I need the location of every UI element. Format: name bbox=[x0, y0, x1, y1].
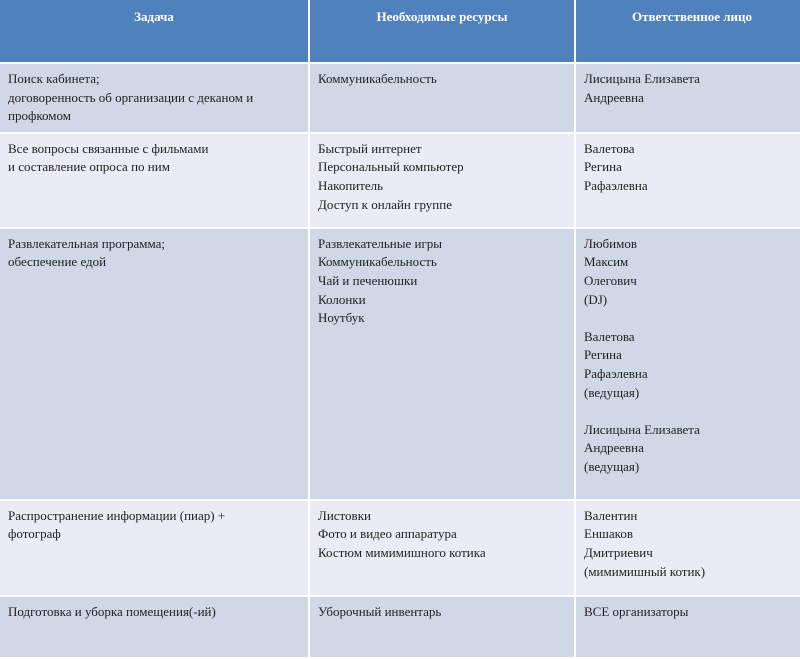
cell-line: и составление опроса по ним bbox=[8, 159, 170, 175]
cell-line: Еншаков bbox=[584, 526, 633, 542]
cell-line: (мимимишный котик) bbox=[584, 563, 706, 579]
cell-line: фотограф bbox=[8, 526, 61, 542]
cell-line: Любимов bbox=[584, 235, 637, 251]
cell-resources: Коммуникабельность bbox=[310, 64, 574, 132]
table-row: Развлекательная программа; обеспечение ед… bbox=[0, 228, 800, 499]
cell-line: Фото и видео аппаратура bbox=[318, 526, 457, 542]
cell-line bbox=[584, 402, 800, 421]
cell-line: Валетова bbox=[584, 328, 635, 344]
cell-line: (DJ) bbox=[584, 291, 608, 307]
cell-task: Поиск кабинета; договоренность об организ… bbox=[0, 64, 308, 132]
cell-resources: Быстрый интернет Персональный компьютер На… bbox=[310, 133, 574, 227]
header-task: Задача bbox=[0, 0, 308, 62]
cell-line: Коммуникабельность bbox=[318, 71, 437, 86]
cell-line: Все вопросы связанные с фильмами bbox=[8, 140, 209, 156]
cell-line: (ведущая) bbox=[584, 458, 640, 474]
cell-task: Развлекательная программа; обеспечение ед… bbox=[0, 228, 308, 499]
cell-line: Распространение информации (пиар) + bbox=[8, 507, 226, 523]
cell-line: Развлекательные игры bbox=[318, 235, 443, 251]
cell-resources: Уборочный инвентарь bbox=[310, 596, 574, 657]
cell-line: Коммуникабельность bbox=[318, 254, 437, 270]
cell-responsible: ВСЕ организаторы bbox=[576, 596, 800, 657]
cell-line: Валетова bbox=[584, 140, 635, 156]
cell-line: Персональный компьютер bbox=[318, 159, 464, 175]
cell-responsible: Любимов Максим Олегович (DJ) Валетова Регина Р… bbox=[576, 228, 800, 499]
cell-line: Колонки bbox=[318, 291, 366, 307]
header-responsible: Ответственное лицо bbox=[576, 0, 800, 62]
cell-line: Валентин bbox=[584, 507, 638, 523]
cell-line: Максим bbox=[584, 254, 629, 270]
header-row: Задача Необходимые ресурсы Ответственное… bbox=[0, 0, 800, 62]
cell-task: Подготовка и уборка помещения(-ий) bbox=[0, 596, 308, 657]
cell-responsible: Валентин Еншаков Дмитриевич (мимимишный кот… bbox=[576, 500, 800, 595]
cell-line: Доступ к онлайн группе bbox=[318, 196, 452, 212]
cell-line: Дмитриевич bbox=[584, 544, 653, 560]
cell-line: Рафаэлевна bbox=[584, 365, 648, 381]
table-row: Распространение информации (пиар) + фотог… bbox=[0, 500, 800, 595]
cell-line: Костюм мимимишного котика bbox=[318, 544, 486, 560]
cell-line: профкомом bbox=[8, 108, 71, 124]
cell-line: Лисицына Елизавета bbox=[584, 71, 700, 86]
table-row: Все вопросы связанные с фильмами и состав… bbox=[0, 133, 800, 227]
cell-line: Быстрый интернет bbox=[318, 140, 422, 156]
table-row: Подготовка и уборка помещения(-ий) Убороч… bbox=[0, 596, 800, 657]
cell-responsible: Валетова Регина Рафаэлевна bbox=[576, 133, 800, 227]
cell-line: Чай и печенюшки bbox=[318, 272, 418, 288]
cell-line: Олегович bbox=[584, 272, 637, 288]
cell-line: Регина bbox=[584, 347, 622, 363]
cell-line: (ведущая) bbox=[584, 384, 640, 400]
cell-line: договоренность об организации с деканом … bbox=[8, 89, 254, 105]
cell-line: Андреевна bbox=[584, 89, 644, 105]
header-resources: Необходимые ресурсы bbox=[310, 0, 574, 62]
cell-line: Лисицына Елизавета bbox=[584, 421, 700, 437]
table-row: Поиск кабинета; договоренность об организ… bbox=[0, 64, 800, 132]
cell-line: Листовки bbox=[318, 507, 371, 523]
cell-line: Ноутбук bbox=[318, 310, 365, 326]
cell-line: Рафаэлевна bbox=[584, 177, 648, 193]
cell-line: Уборочный инвентарь bbox=[318, 603, 442, 619]
cell-task: Все вопросы связанные с фильмами и состав… bbox=[0, 133, 308, 227]
cell-line: Накопитель bbox=[318, 177, 384, 193]
cell-line: Развлекательная программа; bbox=[8, 235, 166, 251]
cell-resources: Листовки Фото и видео аппаратура Костюм ми… bbox=[310, 500, 574, 595]
cell-resources: Развлекательные игры Коммуникабельность Ча… bbox=[310, 228, 574, 499]
cell-line bbox=[584, 309, 800, 328]
cell-responsible: Лисицына Елизавета Андреевна bbox=[576, 64, 800, 132]
cell-line: Поиск кабинета; bbox=[8, 71, 100, 86]
cell-line: Подготовка и уборка помещения(-ий) bbox=[8, 603, 216, 619]
cell-line: Регина bbox=[584, 159, 622, 175]
cell-line: ВСЕ организаторы bbox=[584, 603, 689, 619]
cell-line: Андреевна bbox=[584, 440, 644, 456]
cell-task: Распространение информации (пиар) + фотог… bbox=[0, 500, 308, 595]
cell-line: обеспечение едой bbox=[8, 254, 107, 270]
